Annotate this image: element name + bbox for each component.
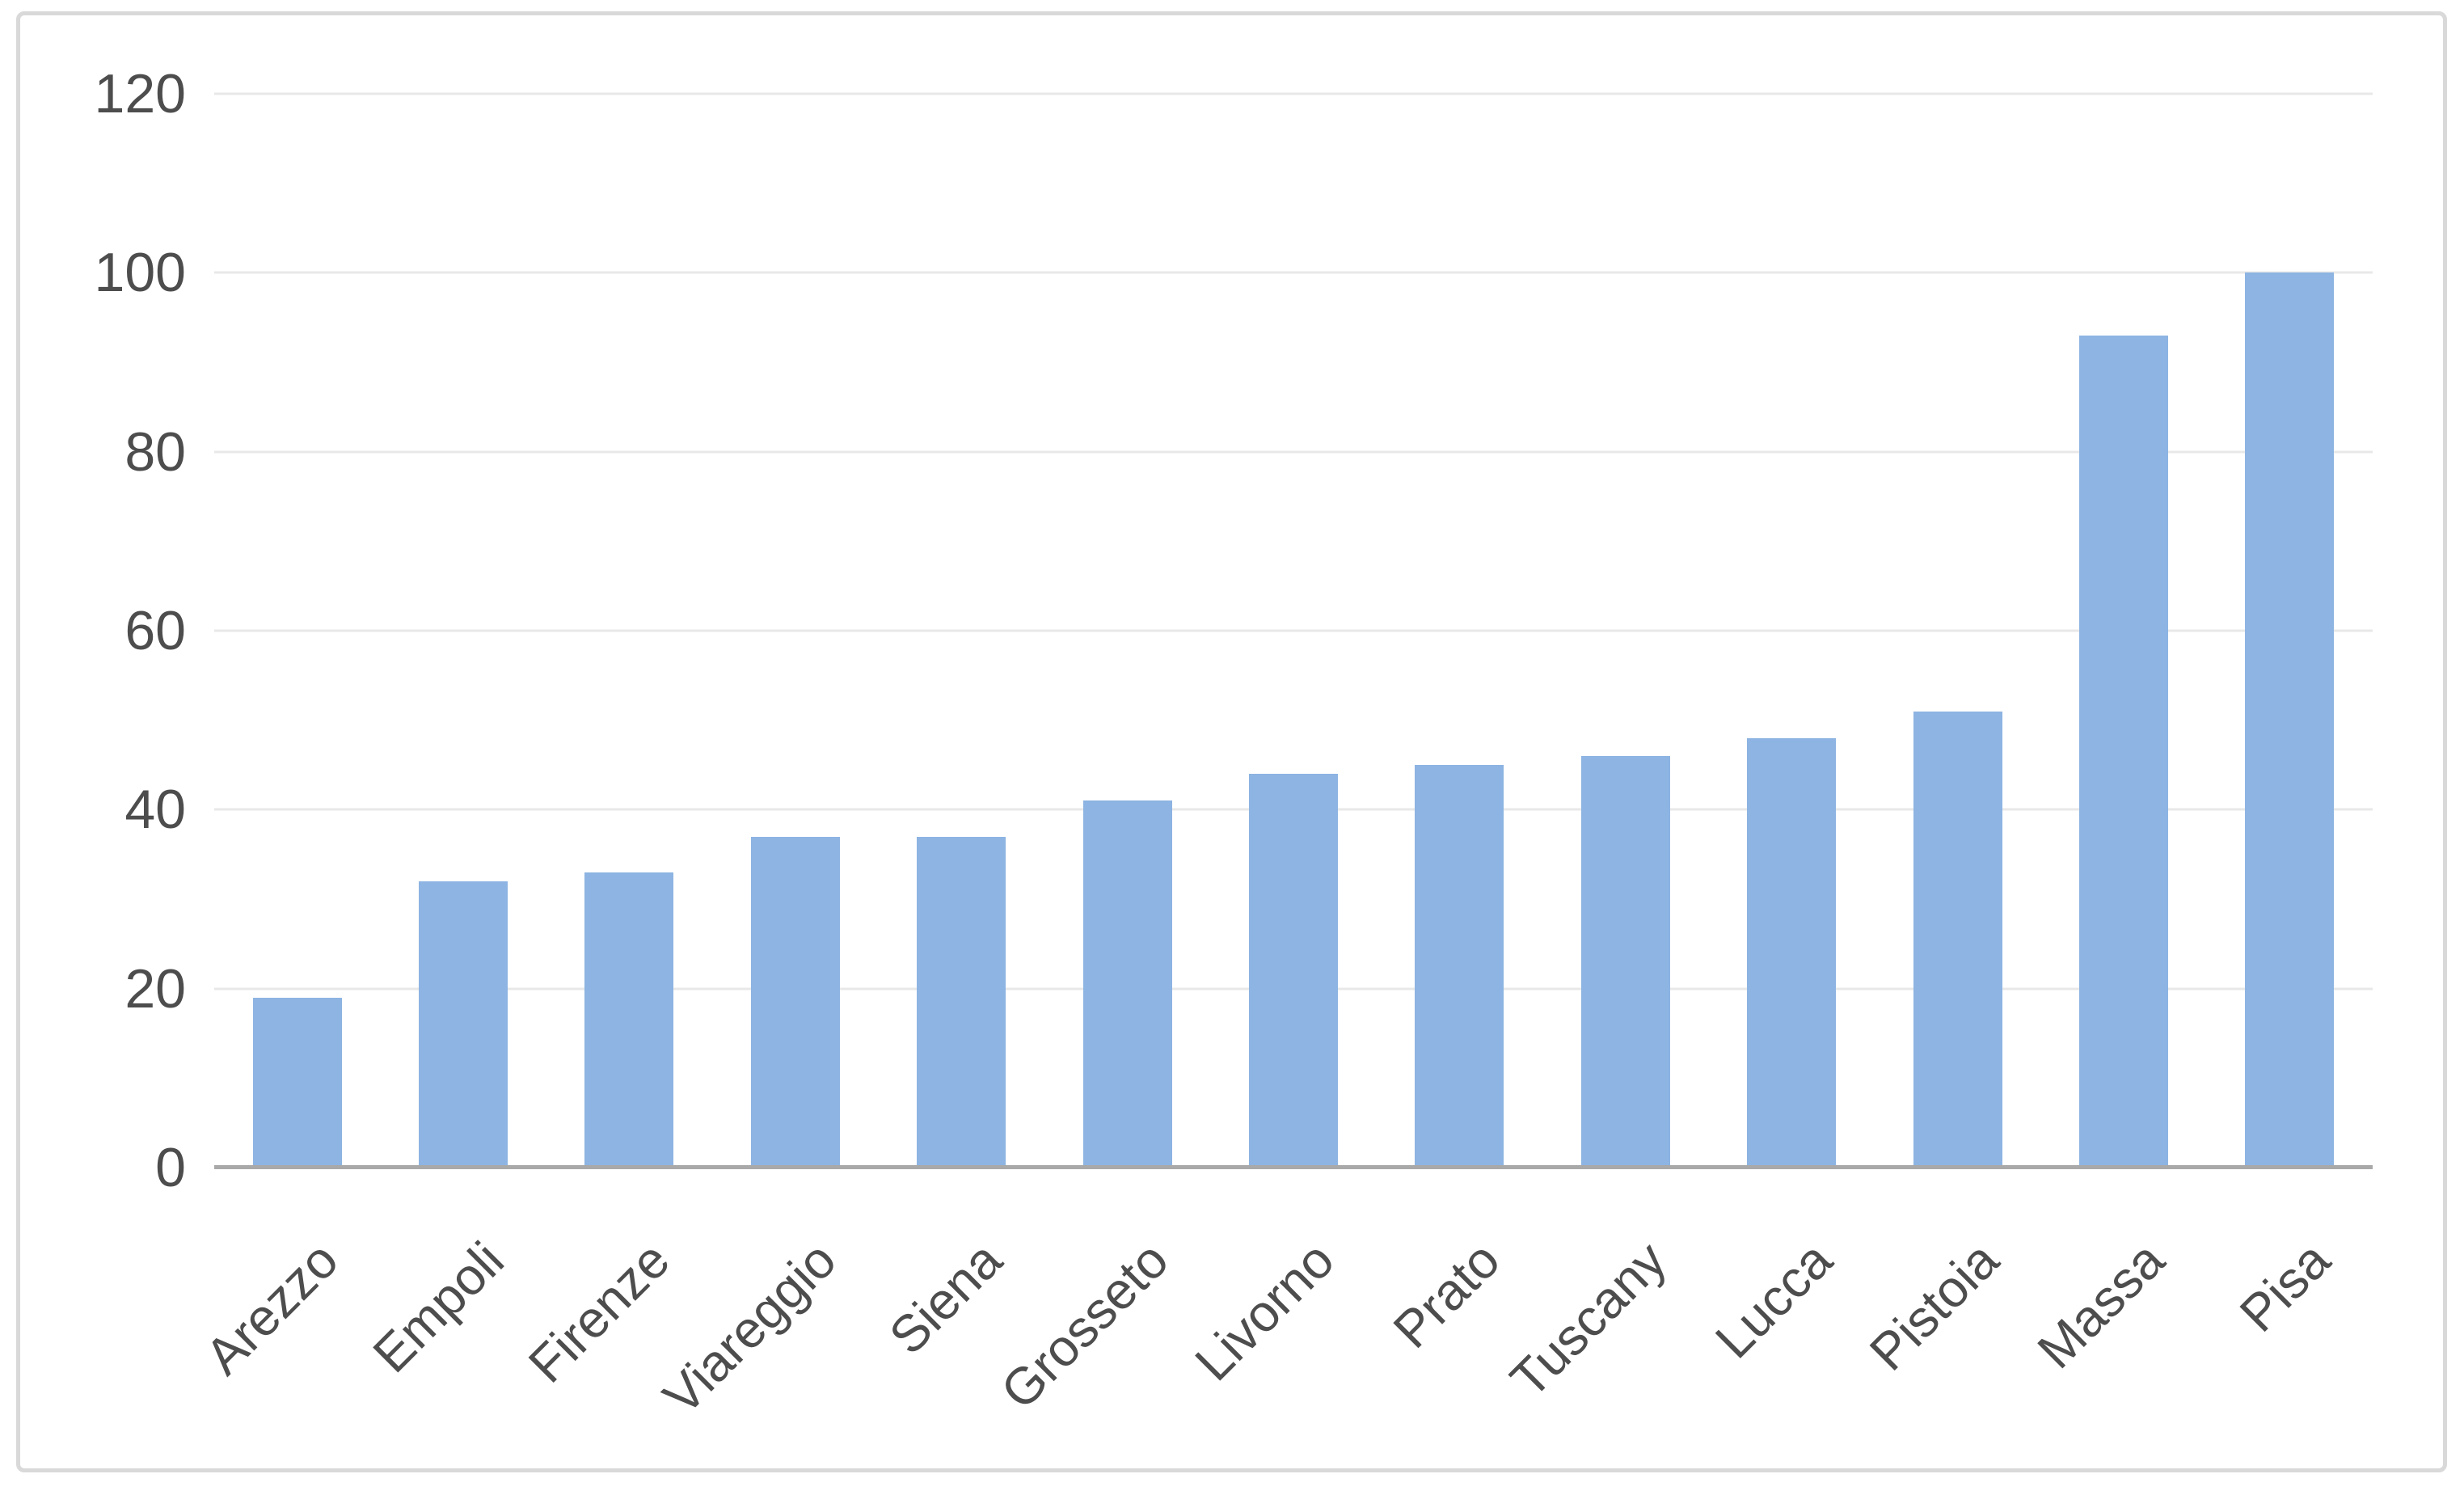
- bar-tuscany: [1580, 755, 1670, 1168]
- bar-massa: [2078, 335, 2168, 1168]
- y-tick-label-20: 20: [124, 957, 186, 1020]
- bar-empoli: [419, 881, 508, 1168]
- y-axis-tick-labels: 0 20 40 60 80 100 120: [20, 66, 186, 1195]
- bar-grosseto: [1082, 800, 1172, 1168]
- gridline-80: [214, 450, 2373, 454]
- y-tick-label-120: 120: [94, 63, 186, 125]
- y-tick-label-40: 40: [124, 779, 186, 841]
- y-tick-label-60: 60: [124, 600, 186, 661]
- bar-prato: [1415, 765, 1504, 1168]
- bar-lucca: [1747, 737, 1837, 1168]
- gridline-100: [214, 271, 2373, 274]
- bar-firenze: [584, 872, 674, 1168]
- bar-pistoia: [1913, 711, 2002, 1168]
- x-axis-category-labels: Arezzo Empoli Firenze Viareggio Siena Grosset…: [194, 1231, 2373, 1475]
- bar-arezzo: [252, 997, 342, 1168]
- gridline-60: [214, 629, 2373, 632]
- y-tick-label-80: 80: [124, 420, 186, 483]
- gridline-120: [214, 92, 2373, 95]
- y-tick-label-0: 0: [155, 1137, 186, 1198]
- bar-siena: [917, 836, 1006, 1168]
- bar-viareggio: [750, 836, 840, 1168]
- bar-livorno: [1249, 774, 1338, 1168]
- x-axis-line: [214, 1165, 2373, 1169]
- y-tick-label-100: 100: [94, 242, 186, 304]
- bar-pisa: [2245, 272, 2335, 1168]
- chart-frame: 0 20 40 60 80 100 120 Arezzo Empoli Firenze Viare…: [16, 11, 2447, 1472]
- plot-area: [214, 92, 2373, 1169]
